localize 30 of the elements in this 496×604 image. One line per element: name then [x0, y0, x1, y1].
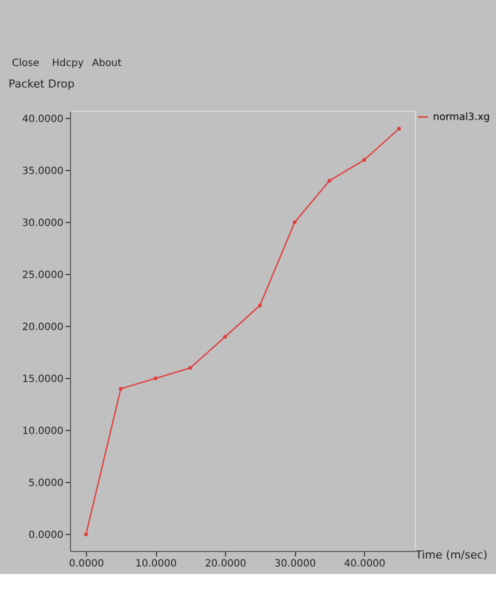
y-tick-label: 35.0000	[22, 166, 64, 177]
x-axis-title: Time (m/sec)	[414, 548, 488, 562]
x-tick-label: 40.0000	[344, 558, 386, 570]
y-axis-title: Packet Drop	[8, 78, 74, 90]
legend-label: normal3.xg	[433, 112, 490, 123]
text: Close	[12, 58, 40, 69]
y-tick-label: 25.0000	[22, 270, 64, 281]
point	[292, 220, 297, 224]
point	[118, 386, 123, 391]
x-tick-label: 0.0000	[69, 558, 104, 570]
point	[397, 126, 401, 131]
point	[328, 178, 332, 183]
x-tick-label: 10.0000	[135, 558, 177, 570]
text: Hdcpy	[52, 58, 84, 69]
point	[362, 158, 366, 162]
x-tick-label: 20.0000	[204, 558, 246, 570]
x-tick-label: 30.0000	[274, 558, 316, 570]
y-tick-label: 20.0000	[22, 322, 64, 333]
y-tick-label: 30.0000	[22, 218, 64, 229]
y-tick-label: 40.0000	[22, 114, 64, 125]
y-tick-label: 0.0000	[28, 530, 64, 541]
y-tick-label: 10.0000	[22, 426, 64, 437]
point	[188, 366, 192, 370]
y-tick-label: 15.0000	[22, 374, 64, 385]
text: About	[92, 58, 122, 69]
point	[223, 334, 227, 339]
point	[84, 532, 88, 536]
point	[154, 376, 158, 380]
y-tick-label: 5.0000	[28, 478, 64, 489]
point	[258, 304, 262, 308]
